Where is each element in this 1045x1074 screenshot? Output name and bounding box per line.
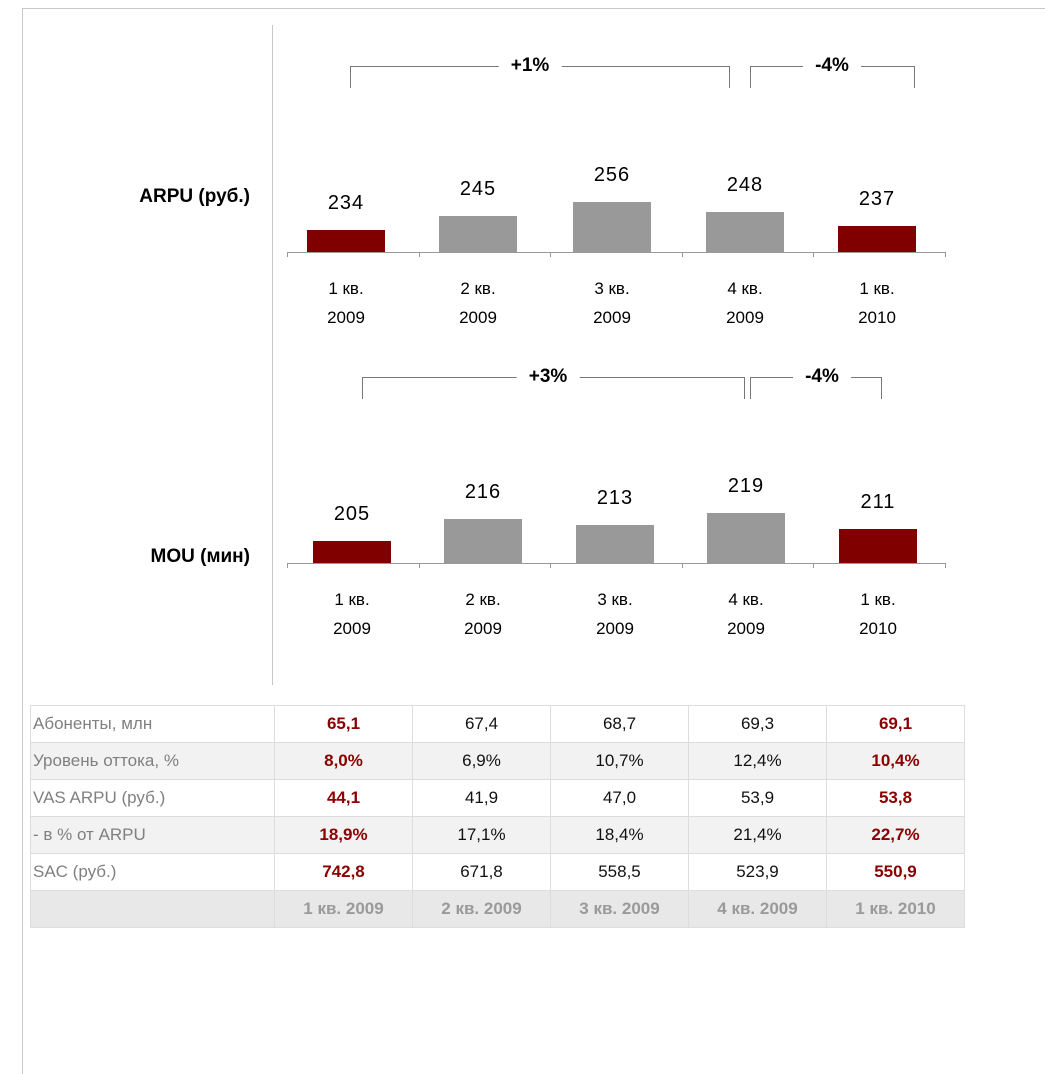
axis-tick (813, 563, 815, 568)
table-cell: 6,9% (412, 742, 551, 780)
axis (287, 252, 945, 253)
bar (838, 226, 916, 252)
value-label: 213 (596, 487, 634, 509)
category-label: 4 кв. 2009 (726, 279, 764, 327)
empty-cell (30, 890, 275, 928)
annotation: -4% (793, 366, 851, 388)
table-cell: 18,4% (550, 816, 689, 854)
axis-tick (550, 563, 552, 568)
table-cell: 65,1 (274, 705, 413, 743)
chart-title: ARPU (руб.) (139, 186, 250, 207)
table-cell: 10,4% (826, 742, 965, 780)
category-label: 2 кв. 2009 (459, 279, 497, 327)
column-header: 4 кв. 2009 (688, 890, 827, 928)
table-cell: 742,8 (274, 853, 413, 891)
frame (22, 8, 1045, 1074)
table-cell: 18,9% (274, 816, 413, 854)
bar (313, 541, 391, 563)
row-label: Абоненты, млн (30, 705, 275, 743)
category-label: 1 кв. 2010 (859, 590, 897, 638)
table-cell: 53,9 (688, 779, 827, 817)
category-label: 1 кв. 2009 (333, 590, 371, 638)
table-cell: 550,9 (826, 853, 965, 891)
annotation: -4% (803, 55, 861, 77)
table-footer: 1 кв. 2009 2 кв. 2009 3 кв. 2009 4 кв. 2009… (30, 890, 965, 928)
bar (706, 212, 784, 252)
value-label: 234 (327, 192, 365, 214)
category-label: 4 кв. 2009 (727, 590, 765, 638)
row-label: SAC (руб.) (30, 853, 275, 891)
value-label: 216 (464, 481, 502, 503)
bar (707, 513, 785, 563)
table-cell: 53,8 (826, 779, 965, 817)
column-header: 2 кв. 2009 (412, 890, 551, 928)
table-row: Уровень оттока, % 8,0% 6,9% 10,7% 12,4% 10,4% (30, 742, 965, 780)
column-header: 3 кв. 2009 (550, 890, 689, 928)
axis-tick (287, 563, 288, 568)
value-label: 205 (333, 503, 371, 525)
table-cell: 671,8 (412, 853, 551, 891)
value-label: 248 (726, 174, 764, 197)
separator (272, 25, 273, 685)
value-label: 256 (593, 164, 631, 186)
annotation: +1% (498, 55, 562, 77)
table-cell: 69,1 (826, 705, 965, 743)
row-label: - в % от ARPU (30, 816, 275, 854)
axis-tick (287, 252, 288, 257)
category-label: 3 кв. 2009 (593, 279, 631, 327)
table-cell: 67,4 (412, 705, 551, 743)
table-cell: 8,0% (274, 742, 413, 780)
table-cell: 22,7% (826, 816, 965, 854)
metrics-table: Абоненты, млн 65,1 67,4 68,7 69,3 69,1 Уровень… (30, 705, 965, 928)
table-row: - в % от ARPU 18,9% 17,1% 18,4% 21,4% 22,7% (30, 816, 965, 854)
column-header: 1 кв. 2010 (826, 890, 965, 928)
table-row: VAS ARPU (руб.) 44,1 41,9 47,0 53,9 53,8 (30, 779, 965, 817)
annotation: +3% (516, 366, 580, 388)
row-label: Уровень оттока, % (30, 742, 275, 780)
axis-tick (813, 252, 815, 257)
axis-tick (418, 252, 420, 257)
bar (444, 519, 522, 563)
value-label: 211 (860, 491, 896, 513)
value-label: 245 (459, 178, 497, 200)
table-row: Абоненты, млн 65,1 67,4 68,7 69,3 69,1 (30, 705, 965, 743)
table-cell: 44,1 (274, 779, 413, 817)
axis-tick (681, 252, 683, 257)
column-header: 1 кв. 2009 (274, 890, 413, 928)
axis (287, 563, 945, 564)
table-cell: 41,9 (412, 779, 551, 817)
axis-tick (418, 563, 420, 568)
axis-tick (945, 252, 946, 257)
table-cell: 21,4% (688, 816, 827, 854)
row-label: VAS ARPU (руб.) (30, 779, 275, 817)
table-cell: 17,1% (412, 816, 551, 854)
value-label: 219 (727, 475, 765, 497)
category-label: 3 кв. 2009 (596, 590, 634, 638)
axis-tick (550, 252, 552, 257)
axis-tick (945, 563, 946, 568)
axis-tick (681, 563, 683, 568)
table-cell: 558,5 (550, 853, 689, 891)
table-cell: 47,0 (550, 779, 689, 817)
table-cell: 12,4% (688, 742, 827, 780)
bar (439, 216, 517, 252)
table-cell: 69,3 (688, 705, 827, 743)
category-label: 1 кв. 2009 (327, 279, 365, 327)
bar (307, 230, 385, 252)
bar (573, 202, 651, 252)
bar (839, 529, 917, 563)
table-cell: 523,9 (688, 853, 827, 891)
category-label: 2 кв. 2009 (464, 590, 502, 638)
chart-title: MOU (мин) (150, 546, 250, 567)
value-label: 237 (858, 188, 896, 211)
table-row: SAC (руб.) 742,8 671,8 558,5 523,9 550,9 (30, 853, 965, 891)
table-cell: 10,7% (550, 742, 689, 780)
category-label: 1 кв. 2010 (858, 279, 896, 327)
bar (576, 525, 654, 563)
table-cell: 68,7 (550, 705, 689, 743)
